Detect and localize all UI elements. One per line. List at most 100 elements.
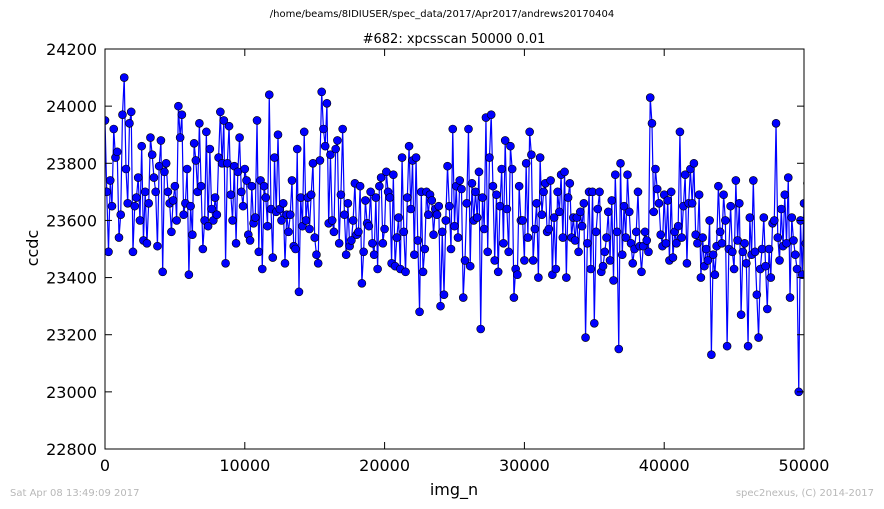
data-point (366, 187, 375, 197)
data-point (612, 227, 622, 237)
data-point (340, 210, 349, 220)
data-point (189, 138, 199, 148)
data-point (680, 170, 690, 180)
data-point (177, 110, 187, 120)
data-point (689, 158, 699, 168)
data-point (125, 118, 134, 128)
data-point (306, 190, 316, 200)
data-point (245, 236, 255, 245)
data-point (738, 247, 748, 257)
data-point (235, 133, 244, 142)
data-point (821, 248, 829, 256)
data-point (799, 198, 804, 208)
data-point (411, 153, 421, 162)
data-point (652, 184, 662, 194)
data-point (259, 181, 269, 191)
data-point (852, 256, 860, 264)
data-point (493, 267, 503, 277)
data-point (355, 181, 365, 191)
data-point (790, 250, 800, 260)
data-point (216, 107, 225, 117)
data-point (570, 236, 580, 245)
data-point (849, 154, 857, 162)
data-point (609, 276, 618, 285)
data-point (752, 290, 762, 300)
data-point (666, 187, 676, 197)
data-point (329, 227, 339, 237)
data-point (735, 198, 744, 208)
axes-frame (104, 48, 805, 450)
data-point (359, 247, 368, 257)
data-point (589, 318, 599, 328)
data-point (413, 236, 423, 245)
data-point (863, 296, 871, 304)
data-point (761, 261, 770, 271)
data-point (254, 247, 264, 257)
data-point (462, 198, 472, 208)
data-point (443, 161, 452, 171)
data-point (437, 227, 447, 237)
data-point (327, 216, 337, 225)
data-point (523, 233, 533, 242)
data-point (687, 198, 697, 208)
data-point (502, 204, 512, 214)
data-point (707, 350, 716, 360)
data-point (661, 238, 671, 248)
data-point (521, 158, 531, 168)
data-point (830, 228, 838, 236)
plot-area (105, 73, 871, 397)
data-point (856, 256, 864, 264)
file-path-header: /home/beams/8IDIUSER/spec_data/2017/Apr2… (269, 9, 615, 20)
data-point (341, 250, 351, 260)
data-point (179, 210, 188, 220)
data-point (203, 221, 213, 231)
data-point (544, 224, 554, 234)
data-point (840, 251, 848, 259)
data-point (837, 239, 845, 247)
data-point (410, 250, 419, 260)
data-point (722, 341, 732, 351)
data-point (513, 270, 522, 280)
data-point (600, 247, 610, 257)
data-point (130, 201, 140, 211)
data-point (403, 193, 412, 202)
data-point (114, 233, 124, 242)
data-point (514, 181, 524, 191)
y-axis-title: ccdc (23, 230, 42, 267)
data-point (116, 210, 126, 220)
data-point (343, 198, 353, 208)
data-point (444, 201, 454, 211)
data-point (805, 214, 813, 222)
data-point (441, 216, 451, 225)
data-point (497, 164, 506, 174)
data-point (787, 213, 797, 222)
data-point (376, 173, 386, 182)
data-point (717, 238, 727, 248)
data-point (156, 136, 166, 145)
data-point (854, 214, 862, 222)
data-point (226, 190, 236, 200)
data-point (385, 193, 395, 202)
data-point (205, 144, 215, 154)
data-point (831, 265, 839, 273)
data-point (816, 271, 824, 279)
data-point (273, 130, 283, 140)
data-point (250, 213, 260, 222)
data-point (170, 181, 180, 191)
data-point (247, 181, 257, 191)
data-point (577, 221, 587, 231)
y-tick-label: 23200 (46, 326, 97, 345)
data-point (696, 273, 706, 282)
data-point (371, 193, 381, 202)
data-point (151, 187, 160, 197)
data-point (579, 198, 589, 208)
data-point (224, 121, 234, 131)
data-point (631, 227, 641, 237)
data-point (668, 253, 678, 262)
data-point (299, 127, 309, 137)
y-tick-label: 23400 (46, 269, 97, 288)
data-point (465, 261, 475, 271)
data-point (602, 233, 611, 242)
data-point (499, 238, 508, 248)
